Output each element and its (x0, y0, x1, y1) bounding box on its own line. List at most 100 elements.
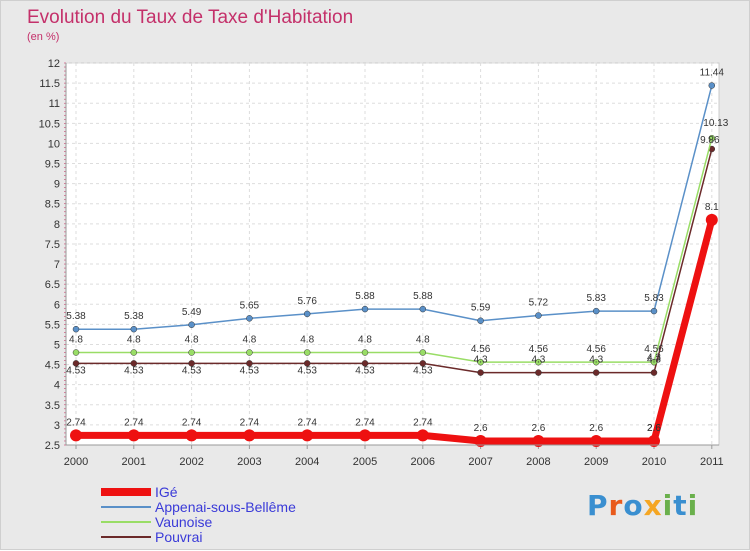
data-point (592, 307, 600, 315)
data-point (535, 369, 542, 376)
data-label: 2.6 (474, 423, 488, 434)
data-point (188, 321, 195, 329)
legend-label: Vaunoise (155, 514, 213, 530)
data-point (72, 360, 80, 367)
data-point (72, 349, 80, 356)
x-tick-label: 2011 (700, 456, 724, 468)
y-tick-label: 3.5 (45, 400, 60, 412)
y-tick-label: 12 (48, 58, 60, 70)
data-point (474, 434, 487, 447)
data-label: 4.56 (644, 344, 664, 355)
logo-letter: r (608, 489, 624, 522)
data-point (532, 434, 545, 447)
data-label: 4.56 (529, 344, 549, 355)
data-label: 2.74 (182, 417, 202, 428)
series-line (76, 138, 713, 363)
x-tick-label: 2000 (64, 456, 88, 468)
data-point (590, 434, 603, 447)
data-point (243, 429, 256, 442)
data-point (303, 349, 311, 356)
data-point (246, 315, 253, 322)
legend-label: IGé (155, 484, 178, 500)
logo-letter: P (587, 489, 609, 522)
data-label: 5.83 (644, 293, 664, 304)
data-point (303, 360, 311, 367)
data-point (477, 317, 484, 324)
data-label: 4.53 (355, 365, 375, 376)
logo-letter: t (673, 489, 688, 522)
data-label: 2.74 (124, 417, 144, 428)
data-point (361, 349, 369, 356)
data-label: 2.6 (589, 423, 603, 434)
chart-title: Evolution du Taux de Taxe d'Habitation (27, 7, 354, 28)
x-tick-label: 2008 (526, 456, 550, 468)
data-label: 4.8 (185, 335, 199, 346)
data-label: 4.8 (416, 335, 430, 346)
data-point (188, 360, 195, 367)
data-label: 4.56 (471, 344, 491, 355)
data-label: 2.74 (355, 417, 375, 428)
data-point (592, 369, 600, 376)
data-point (130, 325, 138, 333)
data-point (419, 305, 427, 313)
data-label: 5.83 (586, 293, 606, 304)
data-point (130, 360, 138, 367)
plot-background (65, 62, 720, 446)
series-line (76, 218, 716, 445)
data-label: 4.53 (297, 365, 317, 376)
data-label: 4.3 (647, 353, 661, 364)
y-tick-label: 8 (54, 219, 60, 231)
data-point (246, 349, 253, 356)
data-point (416, 429, 429, 442)
data-label: 9.86 (700, 135, 720, 146)
data-point (301, 429, 314, 442)
logo-letter: o (623, 489, 644, 522)
legend-label: Appenai-sous-Bellême (155, 499, 296, 515)
data-point (535, 358, 542, 366)
y-tick-label: 11 (49, 98, 60, 110)
y-tick-label: 9.5 (45, 159, 60, 171)
data-point (303, 310, 311, 318)
data-label: 5.59 (471, 303, 491, 314)
data-point (708, 82, 716, 89)
y-tick-label: 10.5 (39, 118, 60, 130)
x-tick-label: 2003 (237, 456, 261, 468)
data-label: 4.53 (182, 365, 202, 376)
data-label: 4.53 (124, 365, 144, 376)
data-label: 11.44 (700, 68, 725, 79)
x-tick-label: 2010 (642, 456, 666, 468)
data-label: 4.8 (300, 335, 314, 346)
data-point (592, 358, 600, 366)
y-tick-label: 6.5 (45, 279, 60, 291)
x-tick-label: 2006 (411, 456, 435, 468)
x-tick-label: 2002 (179, 456, 203, 468)
y-tick-label: 5.5 (45, 319, 60, 331)
data-point (130, 349, 138, 356)
data-point (650, 307, 658, 315)
x-tick-label: 2005 (353, 456, 377, 468)
data-point (361, 305, 369, 313)
logo-letter: i (687, 489, 699, 522)
data-label: 2.6 (531, 423, 545, 434)
y-tick-label: 11.5 (39, 78, 60, 90)
data-label: 4.53 (240, 365, 260, 376)
logo-letter: i (662, 489, 674, 522)
data-point (188, 349, 195, 356)
data-label: 2.74 (413, 417, 433, 428)
data-label: 4.8 (358, 335, 372, 346)
data-label: 4.53 (66, 365, 86, 376)
data-point (419, 360, 427, 367)
data-label: 5.49 (182, 307, 202, 318)
y-tick-label: 7 (54, 259, 60, 271)
data-label: 5.65 (240, 300, 260, 311)
y-tick-label: 7.5 (45, 239, 60, 251)
proxiti-logo: Proxiti (587, 489, 698, 522)
x-tick-label: 2004 (295, 456, 319, 468)
data-point (127, 429, 140, 442)
data-label: 2.6 (647, 423, 661, 434)
data-point (246, 360, 253, 367)
data-label: 2.74 (66, 417, 86, 428)
data-label: 5.38 (66, 311, 86, 322)
y-tick-label: 10 (48, 138, 60, 150)
